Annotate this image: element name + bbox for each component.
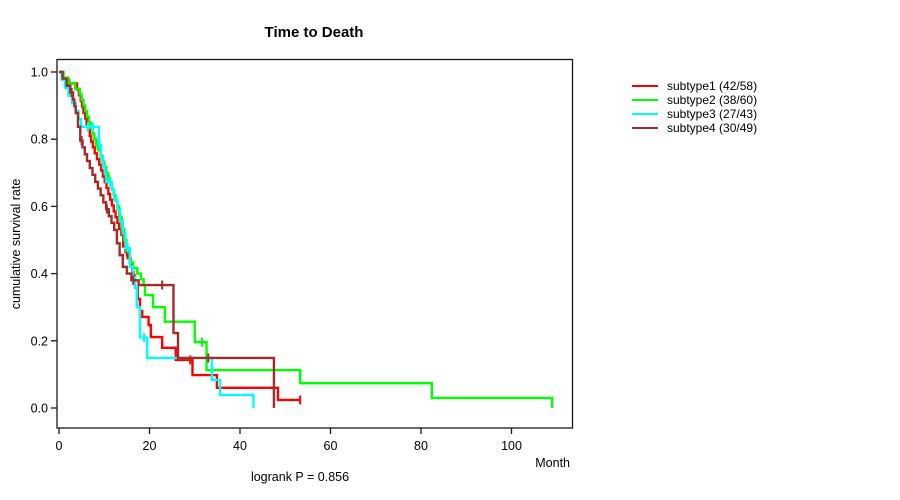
- y-tick-label: 0.8: [31, 133, 48, 147]
- legend-label-subtype4: subtype4 (30/49): [667, 121, 758, 135]
- x-axis-label: Month: [535, 456, 570, 470]
- y-tick-label: 0.0: [31, 402, 48, 416]
- legend-item-subtype2: subtype2 (38/60): [632, 93, 757, 107]
- survival-curve-subtype1: [59, 70, 302, 402]
- x-tick-label: 20: [143, 439, 157, 453]
- y-tick-label: 0.4: [31, 267, 48, 281]
- x-tick-label: 60: [324, 439, 338, 453]
- legend-label-subtype2: subtype2 (38/60): [667, 93, 758, 107]
- y-tick-label: 0.2: [31, 334, 48, 348]
- legend-item-subtype1: subtype1 (42/58): [632, 79, 757, 93]
- survival-curve-subtype4: [59, 70, 276, 408]
- y-axis-label: cumulative survival rate: [9, 178, 23, 310]
- legend-item-subtype3: subtype3 (27/43): [632, 107, 757, 121]
- legend: subtype1 (42/58) subtype2 (38/60) subtyp…: [632, 79, 757, 135]
- legend-line-subtype4: [632, 126, 658, 130]
- plot-box: [56, 58, 574, 429]
- y-tick-label: 0.6: [31, 200, 48, 214]
- legend-label-subtype1: subtype1 (42/58): [667, 79, 758, 93]
- legend-item-subtype4: subtype4 (30/49): [632, 121, 757, 135]
- x-tick-label: 40: [233, 439, 247, 453]
- survival-curve-subtype2: [59, 70, 554, 408]
- logrank-pvalue-text: logrank P = 0.856: [250, 470, 350, 484]
- legend-line-subtype2: [632, 98, 658, 102]
- y-tick-label: 1.0: [31, 66, 48, 80]
- chart-title: Time to Death: [264, 24, 364, 41]
- x-tick-label: 100: [501, 439, 522, 453]
- x-tick-label: 80: [414, 439, 428, 453]
- survival-curve-subtype3: [59, 70, 255, 408]
- legend-line-subtype3: [632, 112, 658, 116]
- legend-label-subtype3: subtype3 (27/43): [667, 107, 758, 121]
- legend-line-subtype1: [632, 84, 658, 88]
- x-tick-label: 0: [56, 439, 63, 453]
